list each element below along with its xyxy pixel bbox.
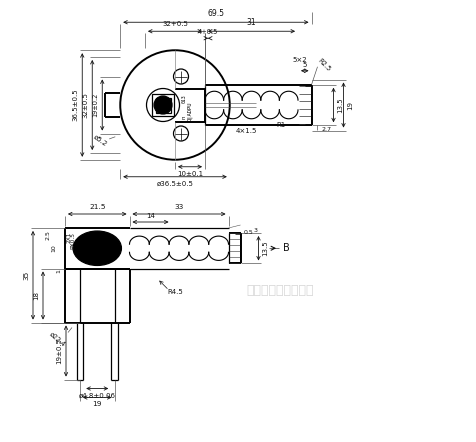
Text: 18: 18 [33, 291, 39, 300]
Text: 32±0.5: 32±0.5 [82, 92, 88, 118]
Text: R2.5: R2.5 [317, 57, 331, 72]
Text: 36.5±0.5: 36.5±0.5 [72, 89, 78, 121]
Text: 31: 31 [247, 18, 256, 27]
Text: 32+0.5: 32+0.5 [162, 21, 188, 27]
Text: 1: 1 [56, 270, 61, 274]
Text: B: B [284, 243, 290, 253]
Text: 5: 5 [303, 62, 307, 68]
Text: 33: 33 [174, 204, 184, 210]
Text: 10: 10 [51, 244, 56, 252]
Text: 19: 19 [347, 100, 354, 110]
Text: n: n [181, 115, 187, 119]
Text: ø22.4: ø22.4 [49, 331, 67, 347]
Text: 10±0.1: 10±0.1 [177, 171, 203, 177]
Text: 4×1.5: 4×1.5 [236, 128, 258, 134]
Text: 3: 3 [254, 228, 258, 233]
Text: ø4.8±0.06: ø4.8±0.06 [79, 392, 116, 399]
Text: R1: R1 [277, 122, 286, 128]
Text: PX0.5: PX0.5 [70, 232, 76, 249]
Ellipse shape [73, 231, 121, 266]
Text: 19±0.2: 19±0.2 [92, 93, 98, 117]
Text: Q|ADPU: Q|ADPU [187, 101, 193, 121]
Text: 013: 013 [181, 95, 187, 103]
Text: 13.5: 13.5 [337, 97, 344, 113]
Text: 5×2: 5×2 [292, 57, 307, 63]
Text: ø36.5±0.5: ø36.5±0.5 [157, 181, 193, 187]
Text: 35: 35 [23, 271, 29, 280]
Bar [156, 98, 170, 113]
Text: 2.5: 2.5 [46, 230, 51, 240]
Text: 19: 19 [92, 401, 102, 408]
Text: 2X1: 2X1 [67, 232, 71, 244]
Text: 21.5: 21.5 [89, 204, 106, 210]
Text: 余姚通电器有限公司: 余姚通电器有限公司 [246, 283, 314, 297]
Text: R4.5: R4.5 [167, 289, 183, 294]
Text: 69.5: 69.5 [208, 9, 224, 18]
Bar [152, 94, 174, 116]
Text: 13.5: 13.5 [262, 240, 268, 256]
Text: ø5.2: ø5.2 [92, 134, 108, 148]
Text: 4+0.5: 4+0.5 [198, 29, 218, 35]
Text: 19±0.5: 19±0.5 [56, 338, 62, 364]
Text: 0.5: 0.5 [244, 230, 253, 235]
Text: 2.7: 2.7 [321, 127, 331, 132]
Circle shape [154, 96, 172, 114]
Text: 14: 14 [146, 213, 155, 219]
